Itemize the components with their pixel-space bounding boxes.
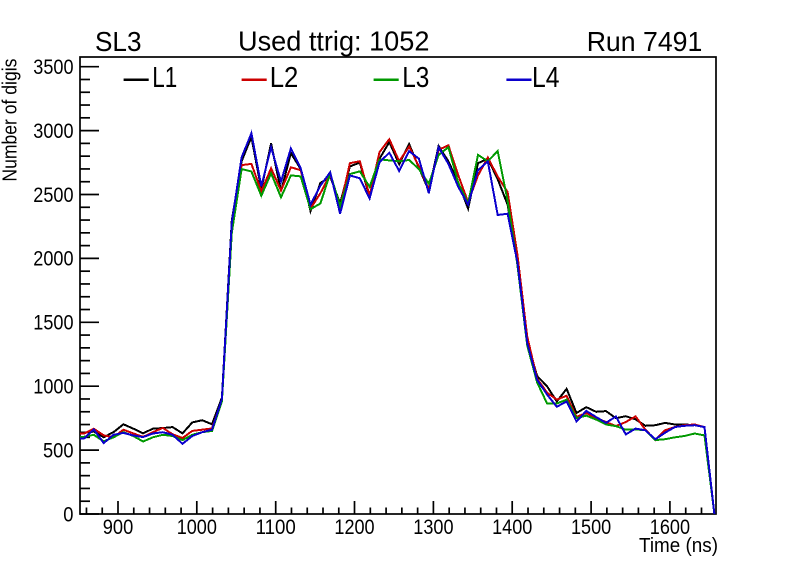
svg-text:1600: 1600 — [650, 516, 690, 539]
svg-text:1100: 1100 — [256, 516, 296, 539]
svg-text:3500: 3500 — [33, 56, 73, 79]
svg-text:1200: 1200 — [334, 516, 374, 539]
svg-text:1000: 1000 — [177, 516, 217, 539]
svg-text:1400: 1400 — [492, 516, 532, 539]
svg-text:L4: L4 — [532, 62, 560, 94]
svg-text:Number of digis: Number of digis — [0, 59, 22, 182]
svg-text:L2: L2 — [270, 62, 299, 94]
svg-text:900: 900 — [103, 516, 134, 539]
svg-text:Run 7491: Run 7491 — [587, 26, 703, 57]
svg-text:1000: 1000 — [33, 376, 73, 399]
svg-text:Time (ns): Time (ns) — [639, 535, 718, 557]
svg-text:Used ttrig: 1052: Used ttrig: 1052 — [238, 25, 429, 56]
svg-text:0: 0 — [63, 503, 73, 526]
svg-text:SL3: SL3 — [95, 26, 142, 57]
svg-text:L3: L3 — [402, 62, 429, 94]
svg-text:1500: 1500 — [33, 312, 73, 335]
svg-text:L1: L1 — [152, 62, 177, 94]
svg-text:2000: 2000 — [33, 248, 73, 271]
svg-text:1500: 1500 — [571, 516, 611, 539]
svg-text:1300: 1300 — [413, 516, 453, 539]
svg-text:500: 500 — [43, 439, 74, 462]
svg-text:2500: 2500 — [33, 184, 73, 207]
svg-text:3000: 3000 — [33, 120, 73, 143]
